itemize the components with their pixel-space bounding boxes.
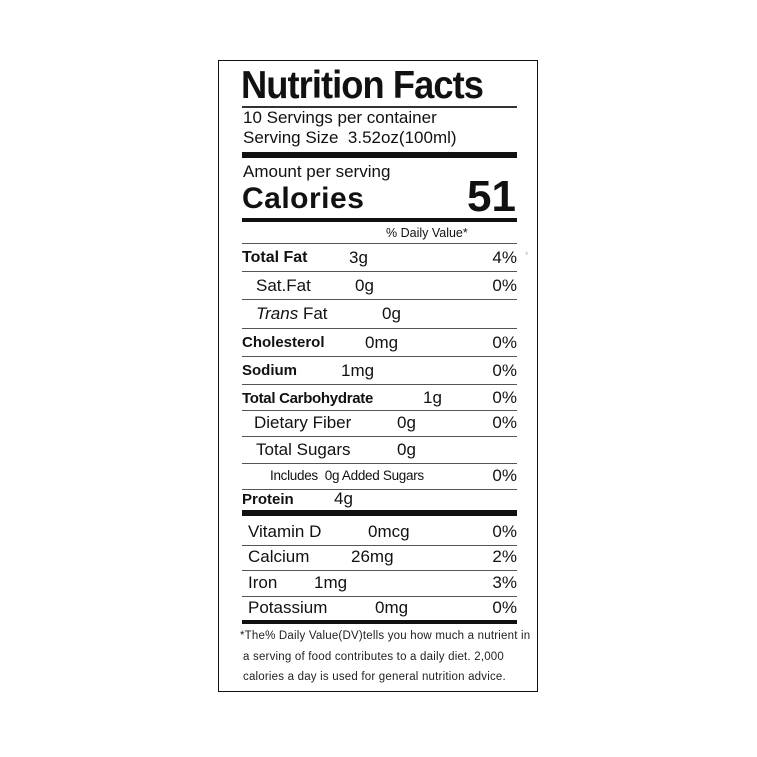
- divider: [242, 596, 517, 597]
- trans-label: Trans: [256, 304, 299, 323]
- calories-value: 51: [467, 172, 516, 221]
- thick-divider: [242, 620, 517, 624]
- vitamin-amount: 1mg: [314, 573, 348, 592]
- nutrient-name: Cholesterol: [242, 334, 325, 351]
- amount-per-serving: Amount per serving: [243, 162, 391, 181]
- divider: [242, 328, 517, 329]
- divider: [242, 243, 517, 244]
- nutrient-dv: 0%: [492, 361, 517, 380]
- divider: [242, 436, 517, 437]
- nutrition-facts-label: [218, 60, 538, 692]
- vitamin-dv: 2%: [492, 547, 517, 566]
- vitamin-name: Vitamin D: [248, 522, 322, 541]
- thick-divider: [242, 510, 517, 516]
- vitamin-name: Iron: [248, 573, 278, 592]
- divider: [242, 299, 517, 300]
- vitamin-amount: 0mcg: [368, 522, 410, 541]
- nutrient-dv: 0%: [492, 388, 517, 407]
- calories-label: Calories: [242, 182, 365, 215]
- nutrient-name: Total Carbohydrate: [242, 390, 374, 407]
- divider: [242, 106, 517, 108]
- serving-size-value: 3.52oz(100ml): [347, 128, 457, 147]
- vitamin-amount: 26mg: [351, 547, 394, 566]
- nutrient-name: Sodium: [242, 362, 297, 379]
- divider: [242, 384, 517, 385]
- label-title: Nutrition Facts: [241, 64, 484, 107]
- servings-per-container: 10 Servings per container: [243, 108, 437, 127]
- stray-mark: *: [525, 250, 529, 260]
- vitamin-amount: 0mg: [375, 598, 409, 617]
- vitamin-name: Calcium: [248, 547, 310, 566]
- divider: [242, 410, 517, 411]
- nutrient-name: Dietary Fiber: [254, 413, 352, 432]
- nutrient-amount: 0g: [355, 276, 374, 295]
- nutrient-dv: 0%: [492, 333, 517, 352]
- nutrient-amount: 0g: [397, 440, 416, 459]
- divider: [242, 463, 517, 464]
- nutrient-name: Total Fat: [242, 249, 308, 266]
- vitamin-dv: 0%: [492, 598, 517, 617]
- nutrient-name: Trans Fat: [256, 304, 328, 324]
- footnote-line: a serving of food contributes to a daily…: [243, 651, 505, 663]
- footnote-line: *The% Daily Value(DV)tells you how much …: [240, 630, 531, 642]
- nutrient-name: Protein: [242, 491, 294, 508]
- nutrient-amount: 0mg: [365, 333, 399, 352]
- nutrient-dv: 4%: [492, 248, 517, 267]
- divider: [242, 570, 517, 571]
- nutrient-dv: 0%: [492, 466, 517, 485]
- divider: [242, 545, 517, 546]
- serving-size-label: Serving Size: [243, 128, 339, 147]
- daily-value-header: % Daily Value*: [386, 226, 468, 240]
- vitamin-dv: 0%: [492, 522, 517, 541]
- nutrient-amount: 4g: [334, 489, 353, 508]
- nutrient-dv: 0%: [492, 413, 517, 432]
- nutrient-amount: 3g: [349, 248, 368, 267]
- nutrient-name: Total Sugars: [256, 440, 351, 459]
- divider: [242, 356, 517, 357]
- thick-divider: [242, 152, 517, 158]
- nutrient-name: Sat.Fat: [256, 276, 311, 295]
- fat-label: Fat: [302, 304, 328, 323]
- nutrient-dv: 0%: [492, 276, 517, 295]
- thick-divider: [242, 218, 517, 222]
- divider: [242, 489, 517, 490]
- divider: [242, 271, 517, 272]
- nutrient-amount: 1g: [423, 388, 442, 407]
- vitamin-dv: 3%: [492, 573, 517, 592]
- nutrient-amount: 0g: [397, 413, 416, 432]
- vitamin-name: Potassium: [248, 598, 328, 617]
- nutrient-amount: 1mg: [341, 361, 375, 380]
- footnote-line: calories a day is used for general nutri…: [243, 671, 506, 683]
- nutrient-amount: 0g: [382, 304, 401, 323]
- serving-size: Serving Size 3.52oz(100ml): [243, 128, 457, 148]
- nutrient-name: Includes 0g Added Sugars: [270, 468, 424, 483]
